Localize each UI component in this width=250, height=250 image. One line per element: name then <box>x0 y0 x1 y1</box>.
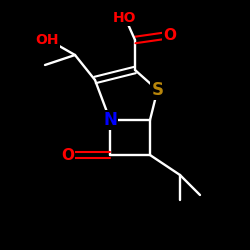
Text: N: N <box>103 111 117 129</box>
Text: O: O <box>61 148 74 162</box>
Text: O: O <box>164 28 176 42</box>
Text: HO: HO <box>113 10 137 24</box>
Text: S: S <box>152 81 164 99</box>
Text: OH: OH <box>36 33 59 47</box>
